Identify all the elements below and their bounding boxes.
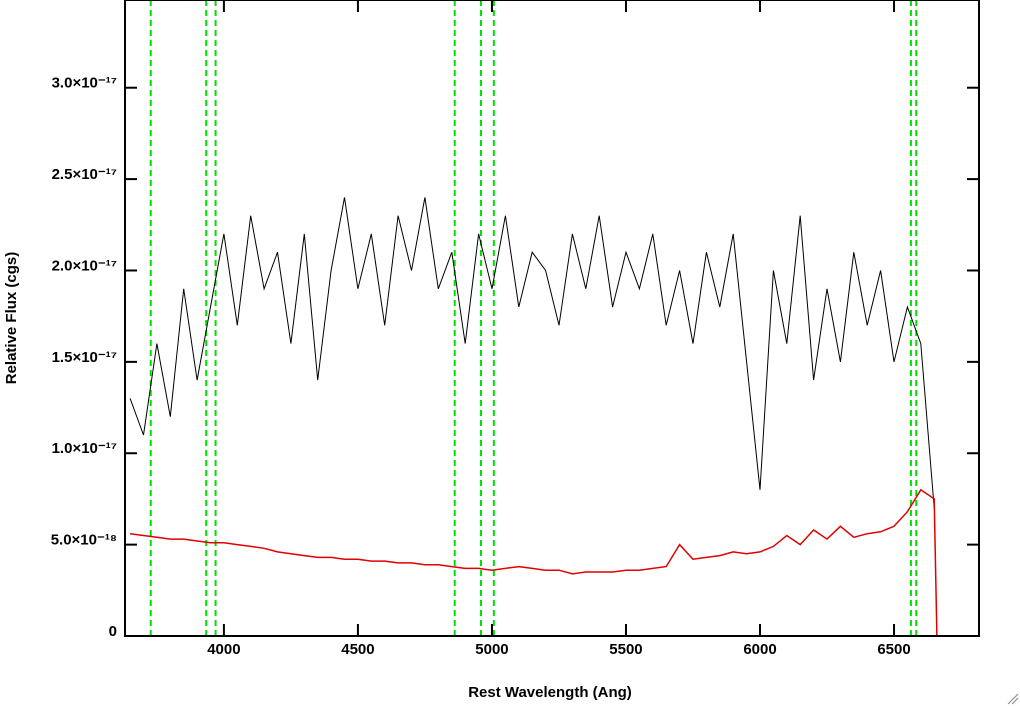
resize-grip xyxy=(1007,693,1019,705)
y-axis-label: Relative Flux (cgs) xyxy=(3,252,20,385)
spectrum-line xyxy=(130,488,979,636)
x-tick-label: 6500 xyxy=(877,641,910,658)
x-tick-label: 5500 xyxy=(609,641,642,658)
y-tick-label: 1.5×10⁻¹⁷ xyxy=(52,349,117,366)
y-tick-label: 0 xyxy=(109,623,117,640)
x-tick-label: 6000 xyxy=(743,641,776,658)
y-tick-label: 5.0×10⁻¹⁸ xyxy=(51,532,117,549)
x-tick-label: 4000 xyxy=(207,641,240,658)
x-axis-label: Rest Wavelength (Ang) xyxy=(468,684,632,701)
x-tick-label: 4500 xyxy=(341,641,374,658)
y-tick-label: 1.0×10⁻¹⁷ xyxy=(52,440,117,457)
spectrum-line xyxy=(129,197,935,509)
x-tick-label: 5000 xyxy=(475,641,508,658)
y-tick-label: 2.0×10⁻¹⁷ xyxy=(52,257,117,274)
plot-frame xyxy=(124,0,980,637)
y-tick-label: 3.0×10⁻¹⁷ xyxy=(52,75,117,92)
plot-area xyxy=(129,0,979,636)
y-tick-label: 2.5×10⁻¹⁷ xyxy=(52,166,117,183)
